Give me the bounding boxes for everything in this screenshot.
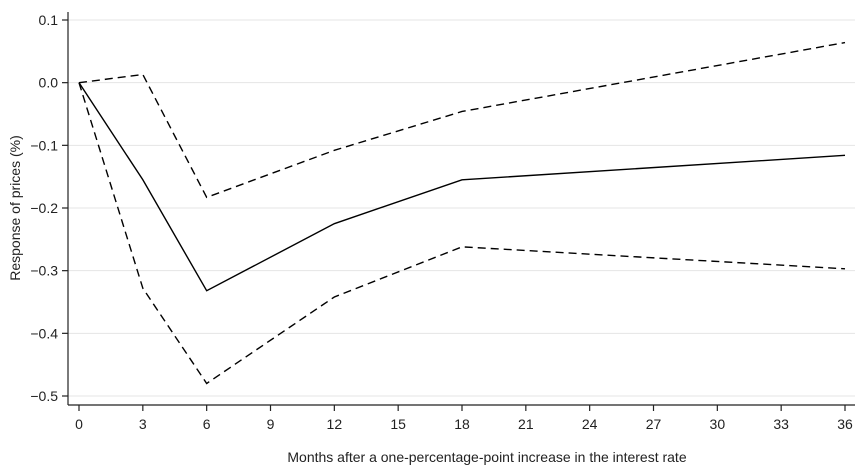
y-tick-label: 0.1 (39, 12, 59, 28)
impulse-response-line (78, 82, 846, 292)
x-tick-label: 9 (267, 416, 275, 432)
x-tick-label: 24 (582, 416, 598, 432)
x-tick-label: 18 (454, 416, 470, 432)
x-tick-label: 27 (646, 416, 662, 432)
y-tick-label: −0.5 (30, 388, 58, 404)
grid (68, 19, 855, 397)
y-tick-label: −0.3 (30, 263, 58, 279)
ticks: 0.10.0−0.1−0.2−0.3−0.4−0.50 3 6 9 12 15 18 21 24… (30, 12, 853, 432)
x-tick-label: 15 (390, 416, 406, 432)
y-tick-label: −0.4 (30, 325, 58, 341)
lower-confidence-band-line (78, 82, 846, 385)
x-tick-label: 6 (203, 416, 211, 432)
y-tick-label: −0.2 (30, 200, 58, 216)
x-tick-label: 33 (773, 416, 789, 432)
upper-confidence-band-line (78, 41, 846, 199)
series (78, 41, 846, 385)
x-tick-label: 0 (75, 416, 83, 432)
x-axis-title: Months after a one-percentage-point incr… (287, 449, 686, 465)
x-tick-label: 36 (837, 416, 853, 432)
x-tick-label: 30 (710, 416, 726, 432)
x-tick-label: 12 (327, 416, 343, 432)
y-axis-title: Response of prices (%) (7, 135, 23, 281)
y-tick-label: 0.0 (39, 75, 59, 91)
x-tick-label: 21 (518, 416, 534, 432)
y-tick-label: −0.1 (30, 137, 58, 153)
x-tick-label: 3 (139, 416, 147, 432)
